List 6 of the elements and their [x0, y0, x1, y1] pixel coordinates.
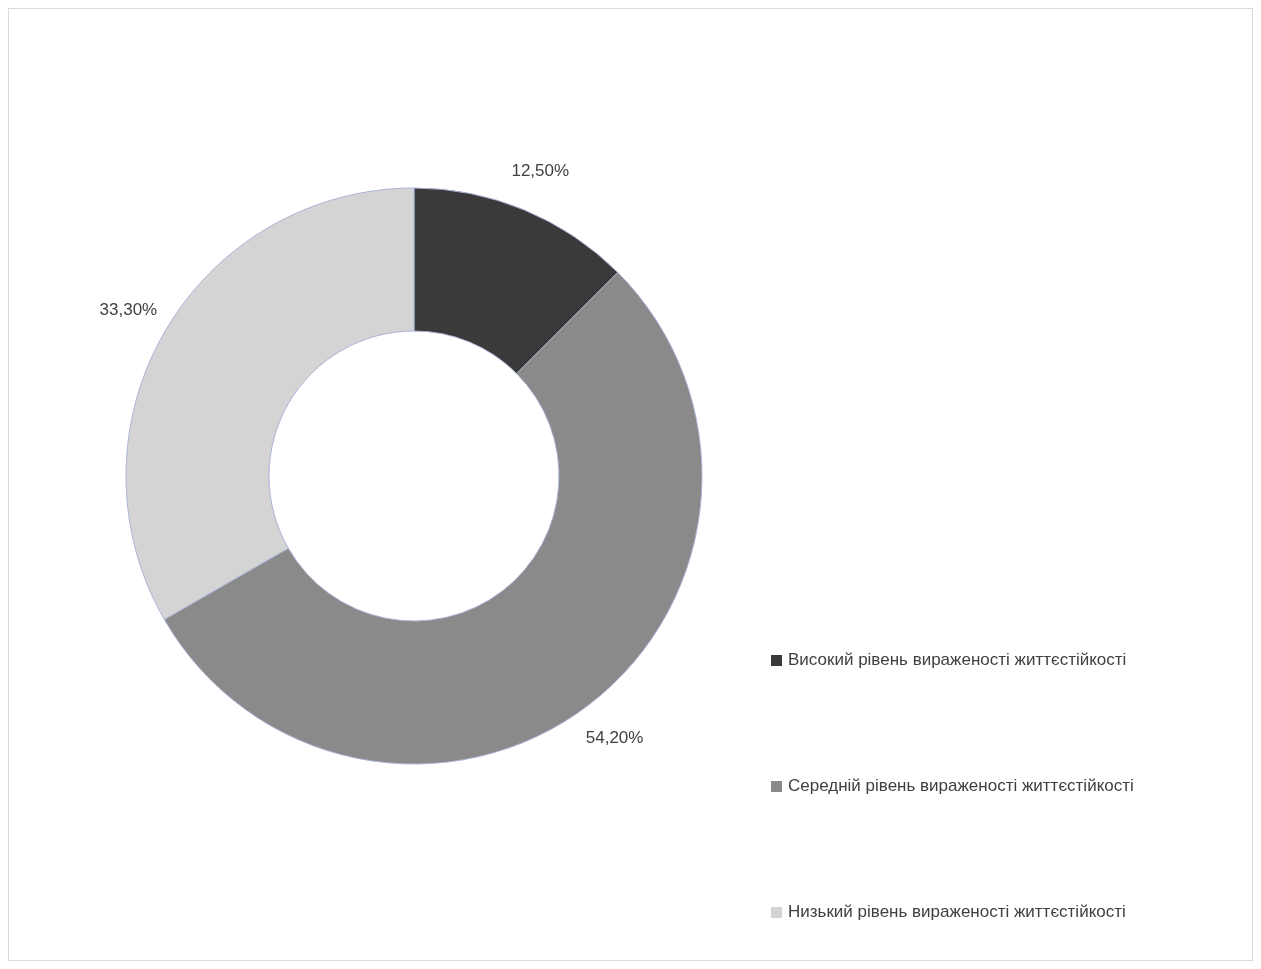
legend-label: Середній рівень вираженості життєстійкості — [788, 776, 1134, 796]
data-label: 12,50% — [511, 160, 570, 180]
legend-label: Високий рівень вираженості життєстійкості — [788, 650, 1127, 670]
data-label: 54,20% — [585, 727, 644, 747]
data-label: 33,30% — [99, 300, 158, 320]
legend-label: Низький рівень вираженості життєстійкості — [788, 902, 1126, 922]
